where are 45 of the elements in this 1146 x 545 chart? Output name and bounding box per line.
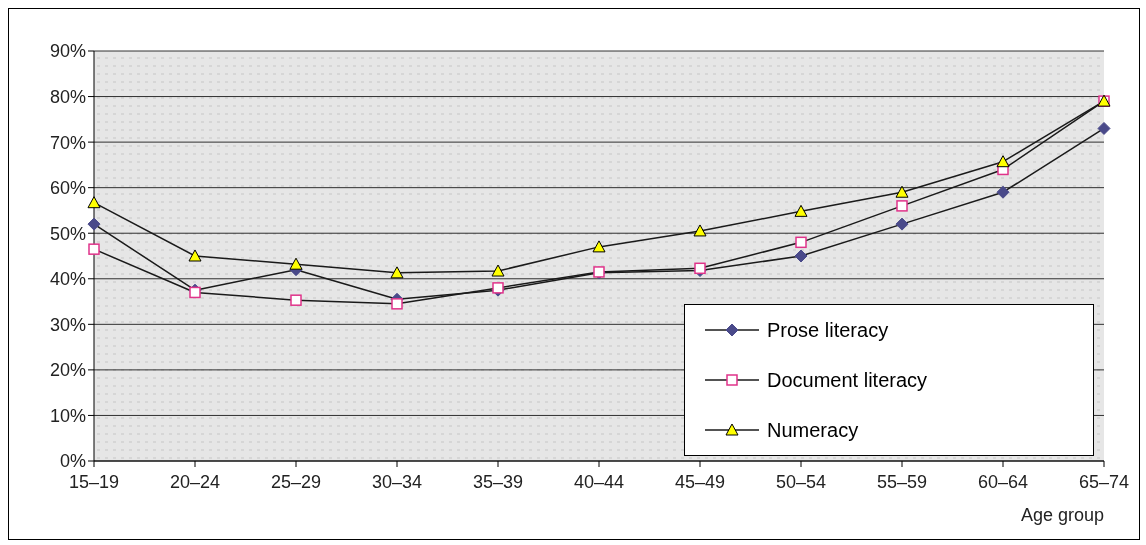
point bbox=[87, 196, 101, 209]
point bbox=[693, 224, 707, 237]
x-tick-label: 65–74 bbox=[1078, 471, 1130, 492]
legend-label: Document literacy bbox=[767, 368, 928, 392]
y-tick-label: 0% bbox=[59, 451, 86, 472]
y-tick-label: 70% bbox=[49, 132, 86, 153]
y-tick-label: 40% bbox=[49, 269, 86, 290]
point bbox=[289, 257, 303, 270]
x-tick-label: 35–39 bbox=[472, 471, 524, 492]
point bbox=[391, 298, 403, 310]
point bbox=[290, 294, 302, 306]
x-tick-label: 45–49 bbox=[674, 471, 726, 492]
point bbox=[491, 264, 505, 277]
x-tick-label: 20–24 bbox=[169, 471, 221, 492]
point bbox=[895, 185, 909, 198]
point bbox=[996, 155, 1010, 168]
point bbox=[794, 249, 808, 263]
y-tick-label: 30% bbox=[49, 314, 86, 335]
point bbox=[88, 243, 100, 255]
point bbox=[794, 204, 808, 217]
x-tick-label: 30–34 bbox=[371, 471, 423, 492]
x-tick-label: 40–44 bbox=[573, 471, 625, 492]
x-tick-label: 60–64 bbox=[977, 471, 1029, 492]
x-tick-label: 25–29 bbox=[270, 471, 322, 492]
x-tick-label: 15–19 bbox=[68, 471, 120, 492]
y-tick-label: 20% bbox=[49, 360, 86, 381]
x-axis-title: Age group bbox=[1020, 505, 1104, 525]
y-tick-label: 10% bbox=[49, 405, 86, 426]
point bbox=[390, 266, 404, 279]
y-tick-label: 50% bbox=[49, 223, 86, 244]
y-tick-label: 90% bbox=[49, 41, 86, 62]
y-tick-label: 60% bbox=[49, 178, 86, 199]
point bbox=[188, 249, 202, 262]
y-tick-label: 80% bbox=[49, 86, 86, 107]
x-tick-label: 55–59 bbox=[876, 471, 928, 492]
point bbox=[895, 217, 909, 231]
point bbox=[795, 236, 807, 249]
point bbox=[896, 200, 908, 212]
point bbox=[592, 240, 606, 253]
point bbox=[996, 185, 1010, 199]
x-tick-label: 50–54 bbox=[775, 471, 827, 492]
legend-label: Prose literacy bbox=[767, 318, 889, 342]
legend-label: Numeracy bbox=[767, 418, 859, 442]
point bbox=[87, 217, 101, 231]
point bbox=[1097, 121, 1111, 135]
